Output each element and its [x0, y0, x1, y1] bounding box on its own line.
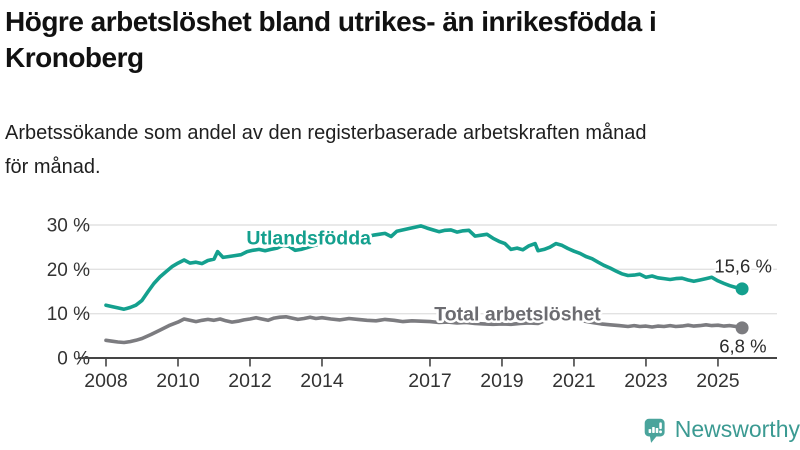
end-value-label-total-arbetsloshet: 6,8 %	[719, 336, 766, 357]
x-tick-label-2019: 2019	[480, 370, 523, 392]
y-tick-label-0: 0 %	[57, 349, 90, 370]
y-tick-label-10: 10 %	[47, 304, 90, 325]
x-tick-label-2021: 2021	[552, 370, 595, 392]
chart-subtitle: Arbetssökande som andel av den registerb…	[5, 116, 647, 184]
page-title-line-2: Kronoberg	[5, 42, 144, 73]
x-tick-label-2008: 2008	[84, 370, 127, 392]
newsworthy-brand-text: Newsworthy	[674, 415, 800, 442]
bar-chart-speech-bubble-icon	[644, 418, 665, 443]
series-label-total-arbetsloshet: Total arbetslöshet	[434, 304, 601, 326]
x-tick-label-2010: 2010	[156, 370, 200, 392]
series-end-dot-utlandsfodda	[735, 282, 749, 296]
y-tick-label-30: 30 %	[47, 216, 90, 237]
newsworthy-logo: Newsworthy	[644, 411, 800, 449]
series-label-utlandsfodda: Utlandsfödda	[246, 227, 371, 249]
chart-subtitle-line-1: Arbetssökande som andel av den registerb…	[5, 122, 647, 144]
x-tick-label-2012: 2012	[228, 370, 271, 392]
series-line-utlandsfodda	[104, 224, 744, 311]
x-tick-label-2023: 2023	[624, 370, 667, 392]
x-tick-label-2014: 2014	[300, 370, 344, 392]
x-tick-label-2025: 2025	[696, 370, 740, 392]
page-title: Högre arbetslöshet bland utrikes- än inr…	[5, 4, 657, 76]
chart-subtitle-line-2: för månad.	[5, 156, 101, 178]
page-title-line-1: Högre arbetslöshet bland utrikes- än inr…	[5, 6, 657, 37]
series-line-total-arbetsloshet	[104, 315, 744, 345]
x-tick-label-2017: 2017	[408, 370, 451, 392]
series-end-dot-total-arbetsloshet	[735, 321, 749, 335]
end-value-label-utlandsfodda: 15,6 %	[714, 256, 772, 277]
y-tick-label-20: 20 %	[47, 260, 90, 281]
